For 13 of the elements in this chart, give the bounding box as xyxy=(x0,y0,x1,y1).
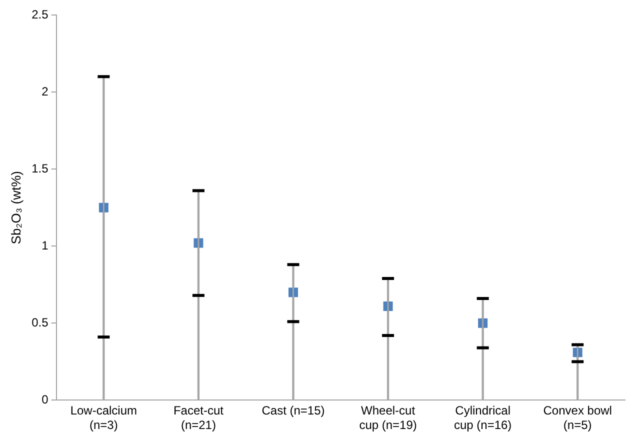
y-tick-label: 2 xyxy=(42,84,49,98)
y-axis-title: Sb₂O₃ (wt%) xyxy=(8,171,24,244)
y-tick-label: 2.5 xyxy=(32,7,49,22)
y-tick-label: 1 xyxy=(42,238,49,252)
x-tick-label: Facet-cut (n=21) xyxy=(173,404,224,432)
x-tick-label: Wheel-cut cup (n=19) xyxy=(359,404,417,432)
y-tick-label: 0 xyxy=(42,392,49,407)
y-tick-label: 0.5 xyxy=(32,315,49,330)
x-tick-label: Convex bowl (n=5) xyxy=(543,404,612,432)
x-tick-label: Cast (n=15) xyxy=(262,404,325,418)
x-tick-label: Low-calcium (n=3) xyxy=(70,404,138,432)
y-tick-label: 1.5 xyxy=(32,161,49,176)
x-tick-label: Cylindrical cup (n=16) xyxy=(454,404,512,432)
